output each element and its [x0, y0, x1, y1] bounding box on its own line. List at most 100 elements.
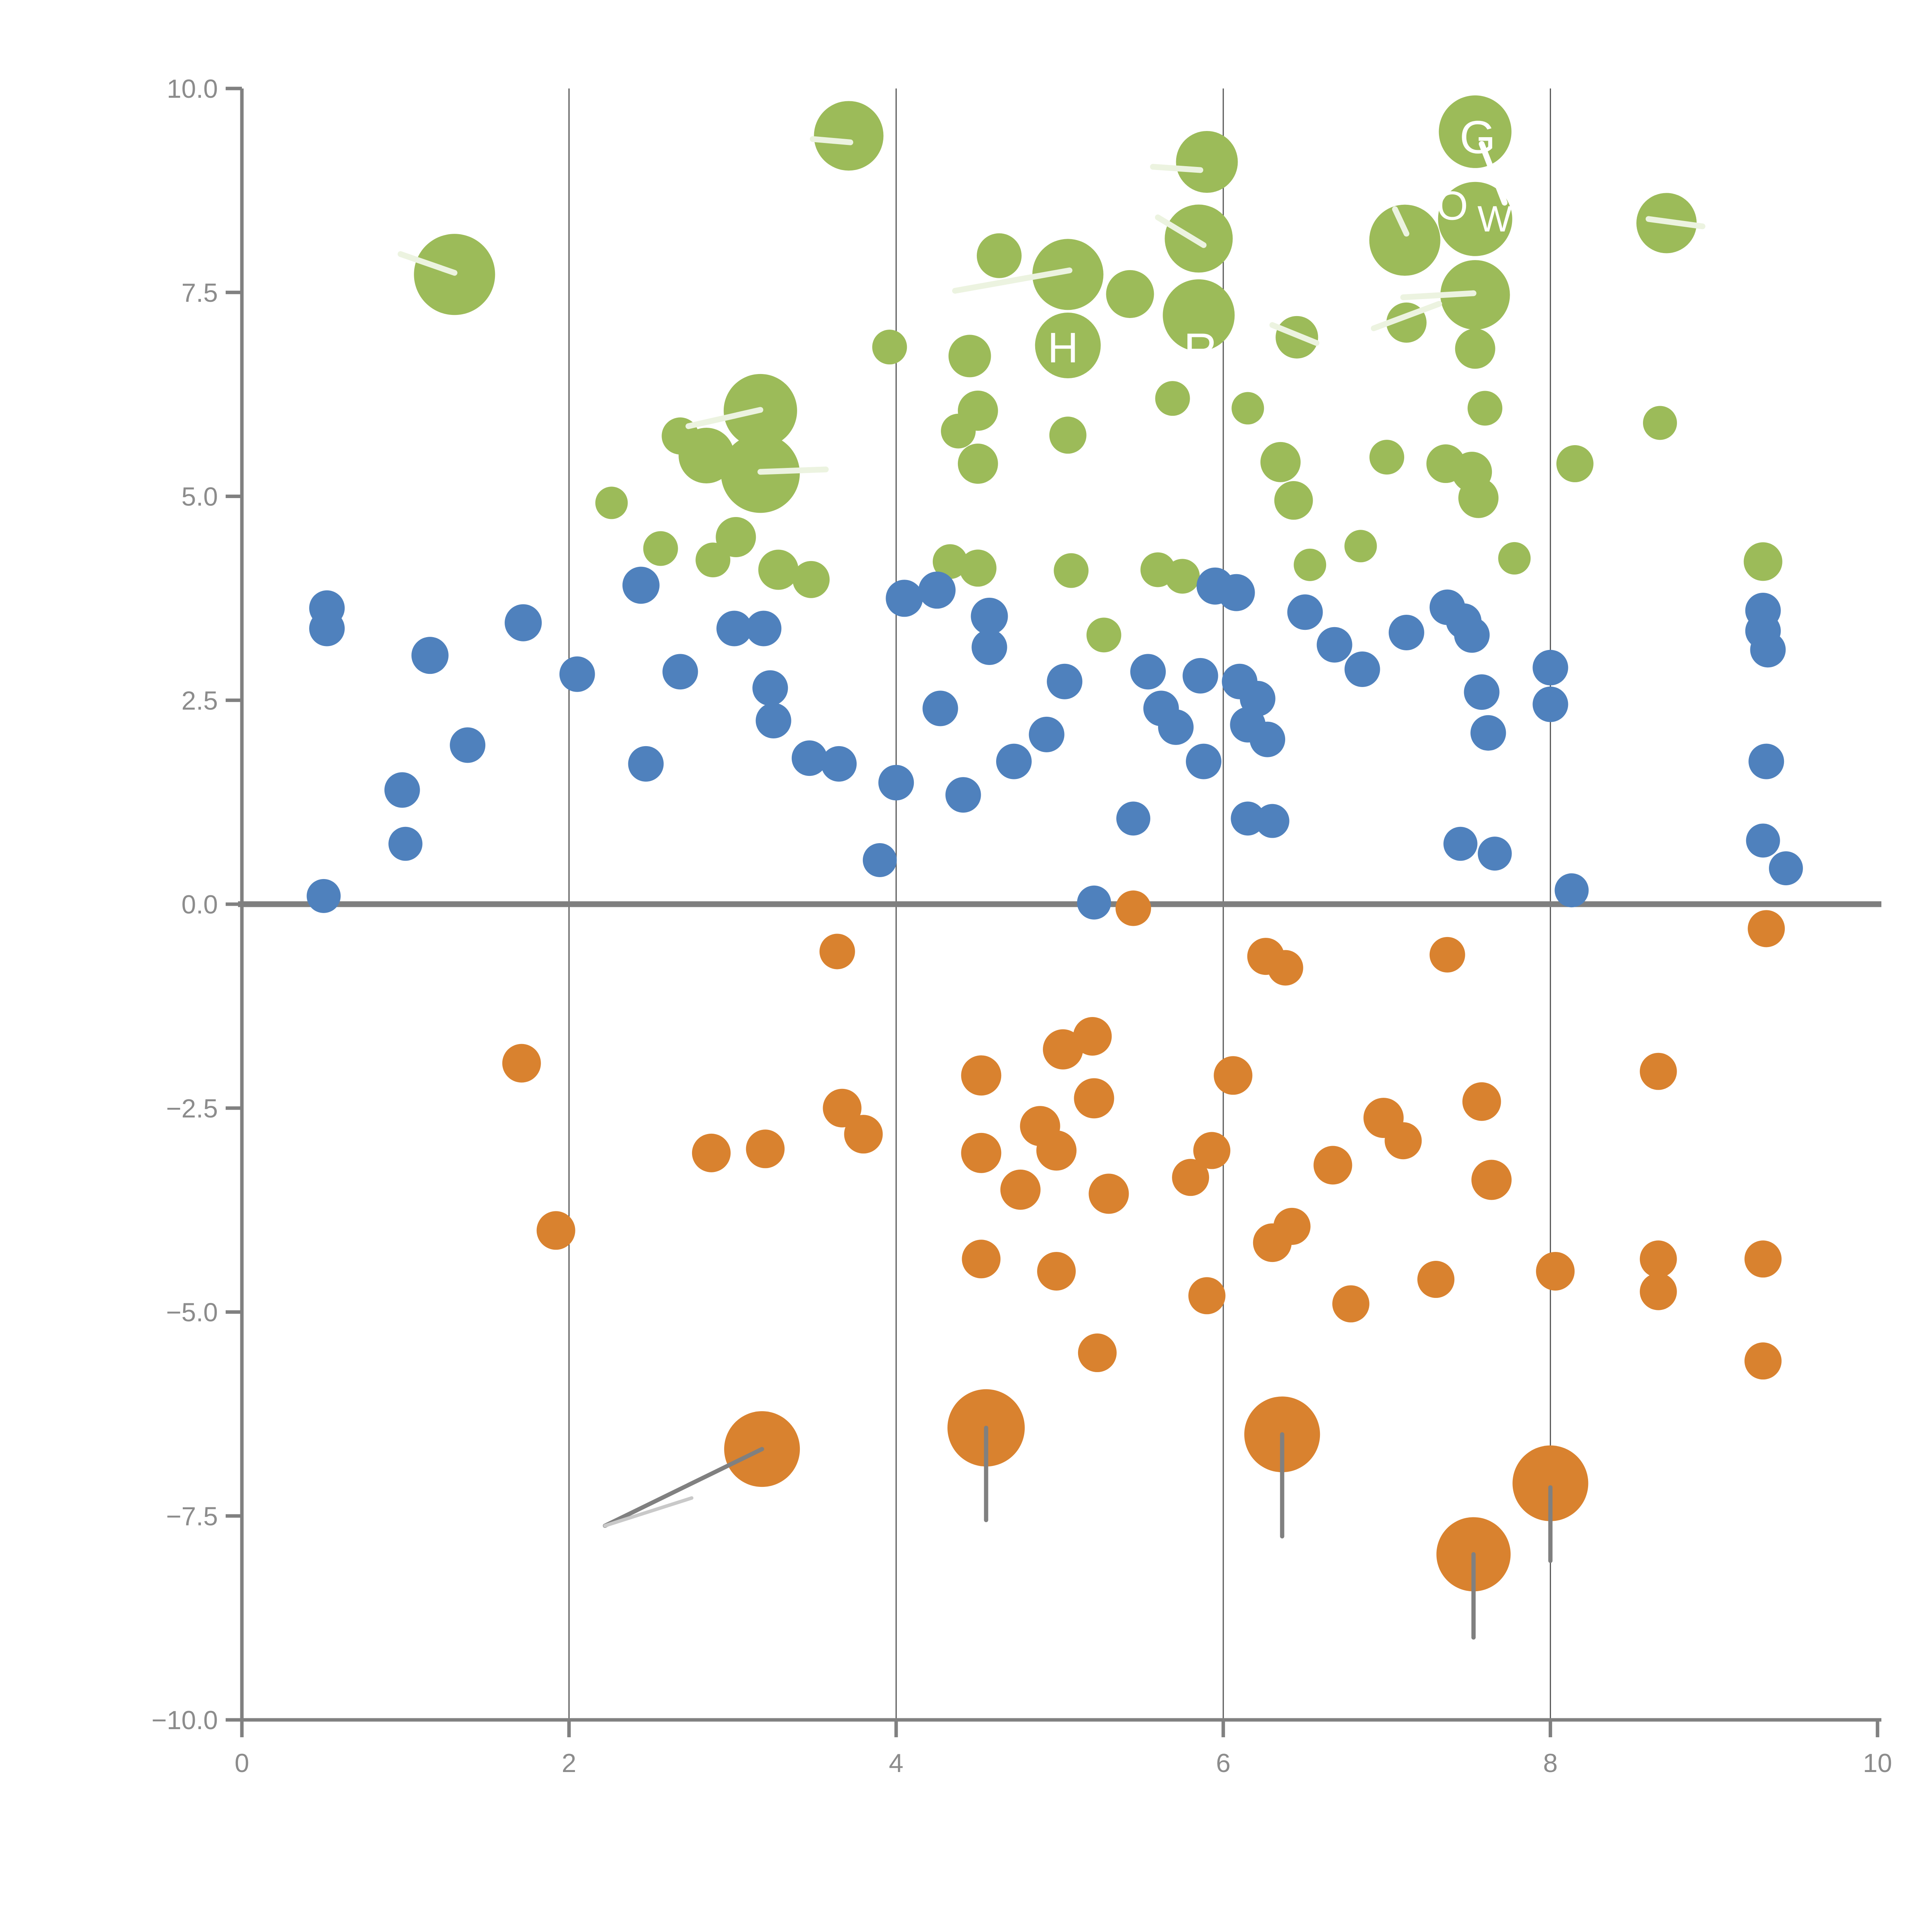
label-fragment-letter: H — [1048, 324, 1078, 372]
x-axis-tick-label: 10 — [1863, 1748, 1892, 1778]
orange-bubble — [536, 1211, 575, 1250]
blue-bubble — [1047, 663, 1083, 699]
label-fragment-stroke — [1400, 290, 1476, 300]
blue-bubble — [1158, 709, 1194, 745]
y-axis-tick-label: 7.5 — [181, 278, 218, 308]
orange-bubble — [1748, 910, 1785, 947]
label-fragment-stroke — [1479, 141, 1508, 206]
green-bubble — [1274, 481, 1313, 520]
blue-bubble — [1077, 885, 1111, 920]
blue-bubble — [971, 629, 1007, 665]
green-bubble — [1049, 417, 1087, 454]
blue-bubble — [1388, 615, 1424, 651]
green-bubble — [1165, 559, 1200, 594]
blue-bubble — [1182, 658, 1218, 694]
orange-bubble — [1462, 1082, 1501, 1121]
blue-bubble — [878, 765, 914, 801]
orange-bubble — [1088, 1173, 1129, 1214]
blue-bubble — [791, 740, 827, 776]
blue-bubble — [716, 611, 752, 646]
blue-bubble — [821, 746, 857, 782]
y-axis-tick-label: −10.0 — [151, 1706, 218, 1735]
blue-bubble — [1255, 804, 1289, 838]
blue-bubble — [918, 571, 956, 609]
green-bubble — [941, 413, 976, 449]
label-fragment-stroke — [1392, 206, 1410, 237]
blue-bubble — [1186, 743, 1222, 779]
blue-bubble — [306, 879, 341, 913]
orange-bubble — [1188, 1277, 1226, 1315]
green-bubble — [595, 486, 628, 519]
blue-bubble — [1478, 837, 1512, 871]
x-axis-tick-label: 8 — [1543, 1748, 1558, 1778]
orange-bubble — [1193, 1132, 1231, 1169]
orange-bubble — [962, 1240, 1001, 1279]
green-bubble — [1438, 182, 1512, 256]
label-fragment-letter: R — [1184, 324, 1217, 376]
orange-bubble — [961, 1055, 1002, 1096]
orange-bubble — [1267, 950, 1303, 986]
y-axis-tick-label: 10.0 — [167, 74, 218, 104]
blue-bubble — [922, 690, 958, 726]
orange-bubble — [1043, 1029, 1083, 1070]
orange-bubble — [1078, 1333, 1117, 1372]
label-fragment-stroke — [952, 267, 1073, 294]
green-bubble — [1439, 95, 1512, 168]
label-fragment-stroke — [1645, 216, 1706, 230]
orange-bubble — [502, 1044, 541, 1083]
blue-bubble — [1769, 851, 1803, 886]
blue-bubble — [886, 580, 923, 617]
green-bubble — [716, 517, 756, 558]
green-bubble — [1643, 406, 1677, 440]
blue-bubble — [662, 654, 698, 690]
x-axis-tick-label: 6 — [1216, 1748, 1231, 1778]
blue-bubble — [1116, 801, 1150, 836]
green-bubble — [1231, 392, 1264, 425]
blue-bubble — [1231, 801, 1265, 836]
orange-bubble — [1332, 1285, 1369, 1323]
green-bubble — [1455, 328, 1495, 369]
orange-bubble — [1313, 1146, 1352, 1185]
orange-bubble — [1384, 1122, 1422, 1160]
orange-bubble — [1074, 1078, 1114, 1119]
y-axis-tick-label: 2.5 — [181, 686, 218, 715]
blue-bubble — [1240, 681, 1276, 717]
blue-bubble — [505, 604, 542, 641]
blue-bubble — [1218, 574, 1255, 611]
green-bubble — [1369, 204, 1440, 276]
blue-bubble — [1250, 721, 1286, 757]
blue-bubble — [746, 611, 782, 646]
green-bubble — [1743, 542, 1782, 581]
blue-bubble — [971, 597, 1008, 635]
y-axis-tick-label: −5.0 — [166, 1298, 218, 1327]
green-bubble — [1054, 553, 1089, 588]
blue-bubble — [384, 772, 420, 808]
orange-bubble — [1000, 1169, 1041, 1210]
blue-bubble — [1029, 716, 1065, 752]
orange-bubble — [1115, 890, 1151, 926]
green-bubble — [1155, 381, 1190, 416]
green-bubble — [1176, 131, 1238, 193]
orange-bubble — [1744, 1240, 1782, 1278]
orange-bubble — [1429, 937, 1465, 973]
blue-bubble — [1554, 873, 1589, 908]
orange-bubble — [823, 1088, 862, 1128]
green-bubble — [1163, 279, 1235, 351]
label-fragment-letter: O — [1437, 183, 1468, 228]
label-fragment-stroke — [398, 251, 457, 276]
orange-bubble — [746, 1129, 785, 1168]
label-fragment-letter: W — [1478, 199, 1512, 240]
orange-bubble — [1073, 1017, 1112, 1056]
blue-bubble — [1443, 827, 1478, 861]
orange-bubble — [961, 1133, 1002, 1173]
green-bubble — [932, 544, 968, 579]
green-bubble — [872, 330, 907, 365]
x-axis-tick-label: 2 — [562, 1748, 577, 1778]
green-bubble — [1165, 204, 1233, 273]
blue-bubble — [755, 703, 791, 739]
blue-bubble — [1750, 632, 1786, 668]
orange-bubble — [1273, 1208, 1311, 1245]
blue-bubble — [1130, 654, 1166, 690]
green-bubble — [1032, 239, 1104, 310]
